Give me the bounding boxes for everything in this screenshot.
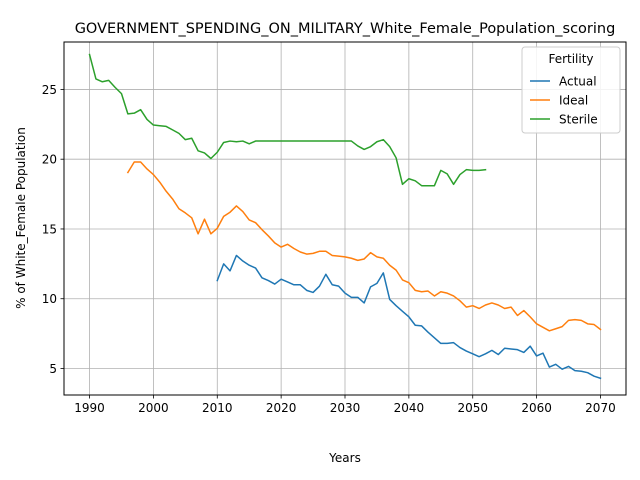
x-tick-label: 1990 (74, 401, 105, 415)
x-tick-label: 2000 (138, 401, 169, 415)
legend-label-actual: Actual (559, 75, 597, 89)
x-tick-label: 2050 (457, 401, 488, 415)
x-tick-label: 2060 (521, 401, 552, 415)
x-tick-label: 2070 (585, 401, 616, 415)
y-tick-label: 25 (42, 83, 57, 97)
legend-label-ideal: Ideal (559, 94, 588, 108)
x-tick-label: 2030 (330, 401, 361, 415)
legend-title: Fertility (548, 52, 593, 66)
chart-title: GOVERNMENT_SPENDING_ON_MILITARY_White_Fe… (75, 21, 616, 37)
legend-label-sterile: Sterile (559, 113, 598, 127)
legend: Fertility Actual Ideal Sterile (522, 47, 620, 133)
x-tick-label: 2020 (266, 401, 297, 415)
y-tick-label: 20 (42, 153, 57, 167)
x-axis-label: Years (328, 451, 361, 465)
y-axis-label: % of White_Female Population (14, 127, 28, 309)
y-tick-label: 10 (42, 292, 57, 306)
x-tick-label: 2040 (394, 401, 425, 415)
x-tick-label: 2010 (202, 401, 233, 415)
y-tick-label: 5 (49, 362, 57, 376)
y-tick-label: 15 (42, 222, 57, 236)
